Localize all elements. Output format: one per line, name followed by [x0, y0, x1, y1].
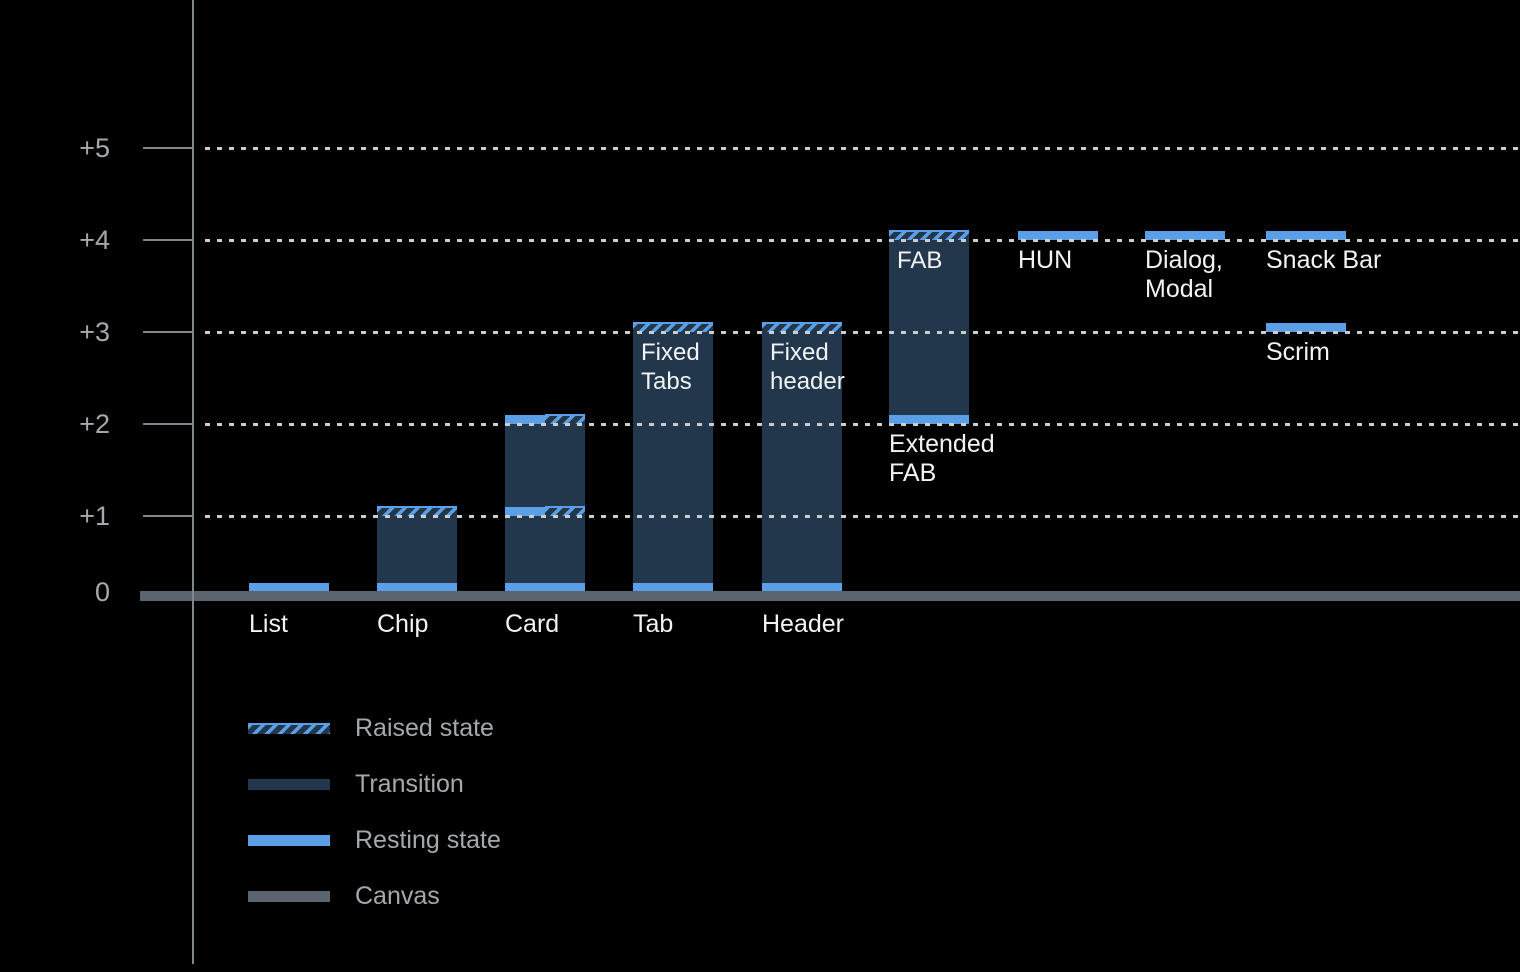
- header-resting-band: [762, 583, 842, 592]
- axis-tick: [143, 423, 193, 425]
- axis-tick: [143, 147, 193, 149]
- bar-below-label-hun: HUN: [1018, 246, 1073, 274]
- legend-item-raised: Raised state: [248, 710, 494, 746]
- legend-item-resting: Resting state: [248, 822, 501, 858]
- gridline-level-2: [205, 423, 1520, 426]
- bar-chip-transition: [377, 516, 457, 592]
- canvas-baseline-bar: [140, 591, 1520, 601]
- bar-label-header: Header: [762, 610, 844, 638]
- tab-raised-band: [633, 322, 713, 332]
- legend-swatch-transition: [248, 778, 330, 790]
- extended-fab-raised-band: [889, 230, 969, 240]
- bar-tab-transition: [633, 332, 713, 592]
- bar-label-list: List: [249, 610, 288, 638]
- hun-resting-band: [1018, 231, 1098, 240]
- header-raised-band: [762, 322, 842, 332]
- bar-header-transition: [762, 332, 842, 592]
- extended-fab-resting-band: [889, 415, 969, 424]
- gridline-level-1: [205, 515, 1520, 518]
- axis-tick-label: +5: [79, 133, 110, 163]
- bar-inside-label-header: Fixed: [770, 339, 829, 366]
- legend-label-transition: Transition: [355, 769, 464, 798]
- axis-tick: [143, 515, 193, 517]
- bar-label-tab: Tab: [633, 610, 674, 638]
- legend-label-resting: Resting state: [355, 825, 501, 854]
- bar-inside-label-tab: Fixed: [641, 339, 700, 366]
- chip-resting-band: [377, 583, 457, 592]
- bar-below-label-extended-fab: FAB: [889, 459, 937, 487]
- dialog-modal-resting-band: [1145, 231, 1225, 240]
- axis-tick: [143, 239, 193, 241]
- list-resting-band: [249, 583, 329, 592]
- legend-swatch-raised: [248, 722, 330, 734]
- gridline-level-3: [205, 331, 1520, 334]
- snack-bar-resting-band: [1266, 231, 1346, 240]
- bar-inside-label-header: header: [770, 368, 845, 395]
- legend-swatch-resting: [248, 834, 330, 846]
- card-raised-band: [545, 414, 585, 424]
- axis-tick-label: +4: [79, 225, 110, 255]
- legend-item-canvas: Canvas: [248, 878, 440, 914]
- bar-below-label-snack-bar: Snack Bar: [1266, 246, 1382, 274]
- card-resting-band: [505, 415, 545, 424]
- scrim-resting-band: [1266, 323, 1346, 332]
- axis-tick-label: +1: [79, 501, 110, 531]
- legend-label-canvas: Canvas: [355, 881, 440, 910]
- bar-below-label-dialog-modal: Modal: [1145, 275, 1214, 303]
- gridline-level-4: [205, 239, 1520, 242]
- axis-tick-label: +2: [79, 409, 110, 439]
- card-resting-band: [505, 583, 585, 592]
- y-axis-line: [192, 0, 194, 964]
- axis-tick-label: +3: [79, 317, 110, 347]
- tab-resting-band: [633, 583, 713, 592]
- legend-swatch-canvas: [248, 890, 330, 902]
- axis-tick-label: 0: [94, 577, 110, 607]
- card-raised-band: [545, 506, 585, 516]
- bar-label-card: Card: [505, 610, 560, 638]
- bar-below-label-extended-fab: Extended: [889, 430, 995, 458]
- axis-tick: [143, 331, 193, 333]
- bar-below-label-scrim: Scrim: [1266, 338, 1330, 366]
- bar-inside-label-tab: Tabs: [641, 368, 692, 395]
- bar-label-chip: Chip: [377, 610, 429, 638]
- card-resting-band: [505, 507, 545, 516]
- legend-label-raised: Raised state: [355, 713, 494, 742]
- bar-inside-label-extended-fab: FAB: [897, 247, 943, 274]
- legend-item-transition: Transition: [248, 766, 464, 802]
- chip-raised-band: [377, 506, 457, 516]
- bar-below-label-dialog-modal: Dialog,: [1145, 246, 1223, 274]
- gridline-level-5: [205, 147, 1520, 150]
